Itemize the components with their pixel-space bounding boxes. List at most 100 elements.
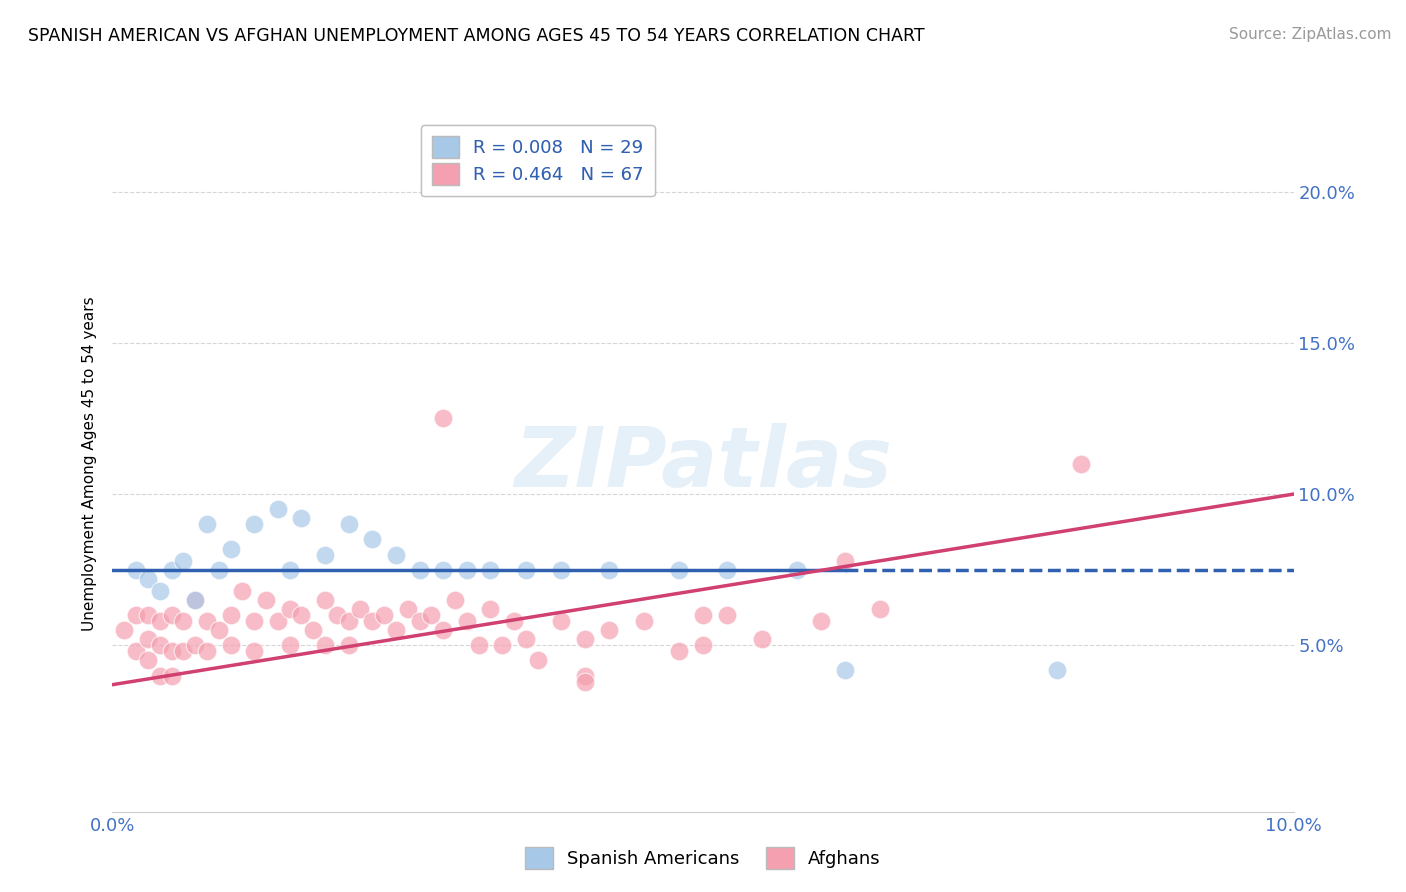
Point <box>444 593 467 607</box>
Point <box>432 411 454 425</box>
Point <box>149 638 172 652</box>
Point <box>267 502 290 516</box>
Point <box>125 608 148 623</box>
Point <box>515 563 537 577</box>
Point <box>550 563 572 577</box>
Point <box>420 608 443 623</box>
Point <box>195 517 218 532</box>
Point <box>373 608 395 623</box>
Point <box>160 644 183 658</box>
Point <box>172 614 194 628</box>
Point <box>160 563 183 577</box>
Point <box>254 593 277 607</box>
Point <box>515 632 537 647</box>
Point <box>385 548 408 562</box>
Text: SPANISH AMERICAN VS AFGHAN UNEMPLOYMENT AMONG AGES 45 TO 54 YEARS CORRELATION CH: SPANISH AMERICAN VS AFGHAN UNEMPLOYMENT … <box>28 27 925 45</box>
Point <box>172 554 194 568</box>
Text: ZIPatlas: ZIPatlas <box>515 424 891 504</box>
Text: Source: ZipAtlas.com: Source: ZipAtlas.com <box>1229 27 1392 42</box>
Point <box>149 583 172 598</box>
Point <box>160 668 183 682</box>
Point <box>598 624 620 638</box>
Point <box>479 563 502 577</box>
Point <box>219 608 242 623</box>
Point <box>692 608 714 623</box>
Point <box>1070 457 1092 471</box>
Point <box>834 663 856 677</box>
Point <box>136 572 159 586</box>
Point <box>456 614 478 628</box>
Point <box>396 602 419 616</box>
Point <box>243 517 266 532</box>
Y-axis label: Unemployment Among Ages 45 to 54 years: Unemployment Among Ages 45 to 54 years <box>82 296 97 632</box>
Point <box>278 563 301 577</box>
Point <box>432 563 454 577</box>
Point <box>869 602 891 616</box>
Point <box>326 608 349 623</box>
Point <box>219 541 242 556</box>
Point <box>491 638 513 652</box>
Point <box>195 614 218 628</box>
Point <box>337 638 360 652</box>
Point <box>361 614 384 628</box>
Point <box>184 638 207 652</box>
Point <box>408 563 430 577</box>
Point <box>810 614 832 628</box>
Legend: R = 0.008   N = 29, R = 0.464   N = 67: R = 0.008 N = 29, R = 0.464 N = 67 <box>420 125 655 196</box>
Point <box>208 563 231 577</box>
Point <box>751 632 773 647</box>
Point <box>550 614 572 628</box>
Point <box>195 644 218 658</box>
Point <box>716 563 738 577</box>
Point <box>125 563 148 577</box>
Point <box>456 563 478 577</box>
Point <box>278 638 301 652</box>
Point <box>136 608 159 623</box>
Point <box>112 624 135 638</box>
Point <box>208 624 231 638</box>
Point <box>290 608 312 623</box>
Point <box>574 674 596 689</box>
Point <box>574 668 596 682</box>
Point <box>479 602 502 616</box>
Point <box>231 583 253 598</box>
Legend: Spanish Americans, Afghans: Spanish Americans, Afghans <box>516 838 890 879</box>
Point <box>337 517 360 532</box>
Point <box>633 614 655 628</box>
Point <box>219 638 242 652</box>
Point <box>314 593 336 607</box>
Point <box>184 593 207 607</box>
Point <box>526 653 548 667</box>
Point <box>668 644 690 658</box>
Point <box>668 563 690 577</box>
Point <box>834 554 856 568</box>
Point <box>716 608 738 623</box>
Point <box>337 614 360 628</box>
Point <box>314 548 336 562</box>
Point <box>302 624 325 638</box>
Point <box>160 608 183 623</box>
Point <box>149 614 172 628</box>
Point <box>361 533 384 547</box>
Point <box>598 563 620 577</box>
Point <box>385 624 408 638</box>
Point <box>786 563 808 577</box>
Point <box>503 614 526 628</box>
Point <box>184 593 207 607</box>
Point <box>278 602 301 616</box>
Point <box>314 638 336 652</box>
Point <box>692 638 714 652</box>
Point <box>243 614 266 628</box>
Point <box>125 644 148 658</box>
Point <box>467 638 489 652</box>
Point <box>1046 663 1069 677</box>
Point <box>574 632 596 647</box>
Point <box>432 624 454 638</box>
Point <box>349 602 371 616</box>
Point <box>267 614 290 628</box>
Point <box>408 614 430 628</box>
Point <box>172 644 194 658</box>
Point <box>149 668 172 682</box>
Point <box>136 653 159 667</box>
Point <box>290 511 312 525</box>
